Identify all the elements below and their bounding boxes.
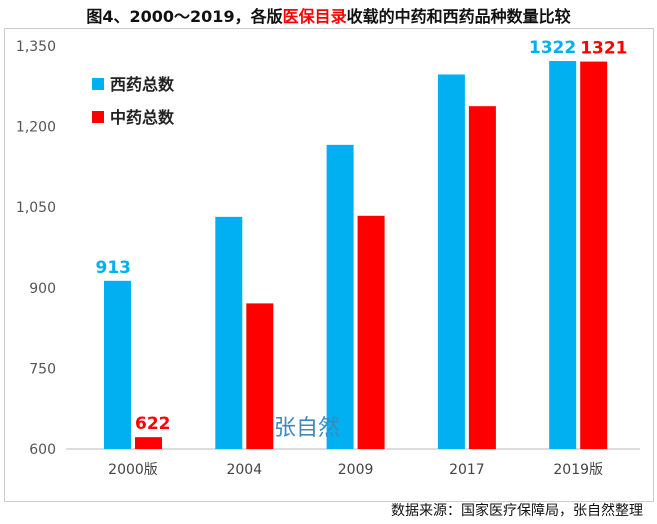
bar bbox=[326, 144, 354, 450]
bar bbox=[437, 74, 465, 449]
x-tick-label: 2000版 bbox=[108, 462, 158, 478]
data-label: 1321 bbox=[580, 39, 627, 59]
watermark: 张自然 bbox=[274, 416, 341, 441]
x-tick-label: 2019版 bbox=[553, 462, 603, 478]
y-tick-label: 1,050 bbox=[16, 200, 56, 216]
legend-label: 中药总数 bbox=[110, 108, 175, 127]
title-part: 收载的中药和西药品种数量比较 bbox=[346, 7, 571, 26]
chart-frame bbox=[4, 28, 654, 502]
title-highlight: 医保目录 bbox=[282, 7, 347, 26]
data-label: 913 bbox=[96, 258, 132, 278]
bar bbox=[468, 106, 496, 449]
y-tick-label: 1,350 bbox=[16, 39, 56, 55]
x-tick-label: 2017 bbox=[449, 462, 485, 478]
data-label: 622 bbox=[135, 414, 171, 434]
bar bbox=[215, 216, 243, 449]
legend-swatch bbox=[92, 111, 104, 123]
data-label: 1322 bbox=[529, 38, 576, 58]
bar bbox=[246, 303, 274, 449]
y-tick-label: 750 bbox=[29, 361, 56, 377]
legend-swatch bbox=[92, 78, 104, 90]
x-tick-label: 2004 bbox=[226, 462, 262, 478]
bar bbox=[357, 215, 385, 449]
source-note: 数据来源：国家医疗保障局，张自然整理 bbox=[391, 503, 643, 519]
bar bbox=[135, 437, 162, 449]
y-tick-label: 600 bbox=[29, 442, 56, 458]
legend-label: 西药总数 bbox=[110, 75, 175, 94]
x-tick-label: 2009 bbox=[338, 462, 374, 478]
chart-title: 图4、2000～2019，各版医保目录收载的中药和西药品种数量比较 bbox=[0, 3, 657, 27]
title-part: 图4、2000～2019，各版 bbox=[86, 7, 283, 26]
y-tick-label: 900 bbox=[29, 281, 56, 297]
bar bbox=[104, 280, 131, 449]
bar bbox=[580, 61, 608, 449]
bar bbox=[549, 61, 577, 449]
y-tick-label: 1,200 bbox=[16, 120, 56, 136]
